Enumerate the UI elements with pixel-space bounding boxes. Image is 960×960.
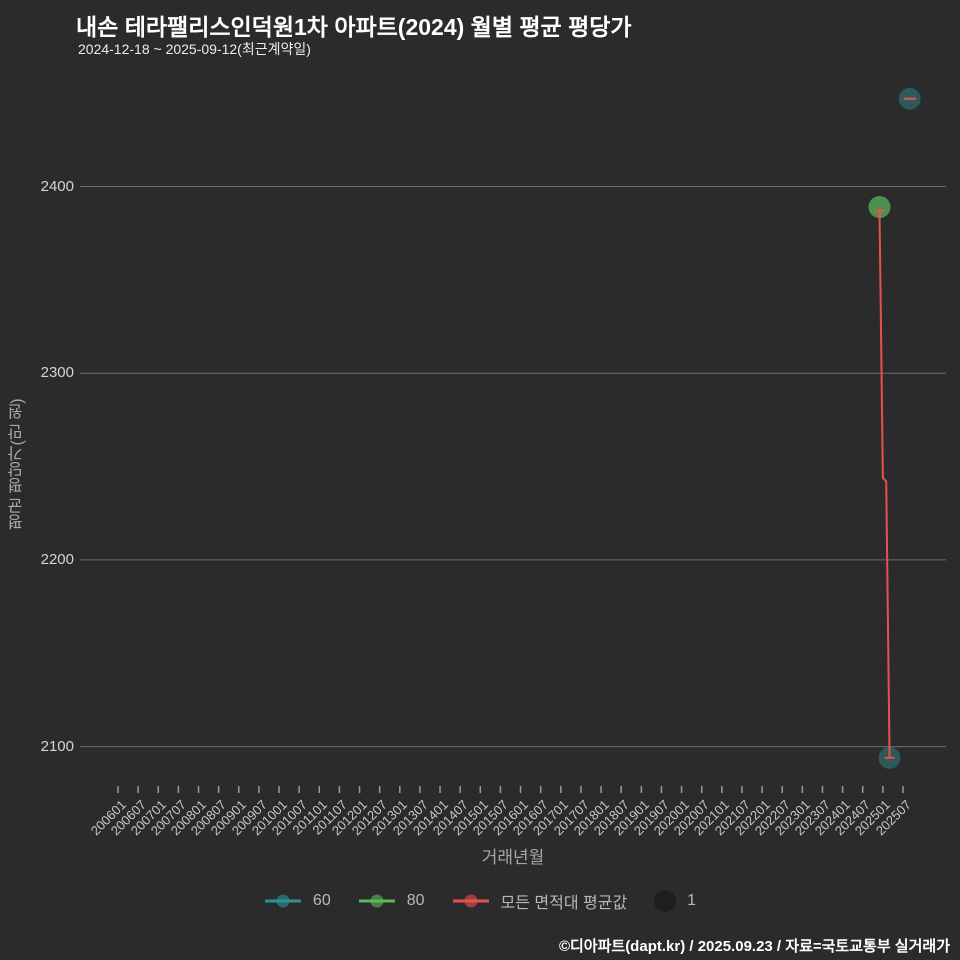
legend-label-average: 모든 면적대 평균값 bbox=[500, 895, 628, 912]
avg-line bbox=[878, 210, 891, 758]
y-tick-label: 2100 bbox=[40, 737, 74, 755]
legend: 60 80 모든 면적대 평균값 1 bbox=[0, 889, 960, 913]
legend-size-dot-icon bbox=[654, 890, 677, 912]
legend-marker-average-icon bbox=[452, 894, 489, 908]
chart-subtitle: 2024-12-18 ~ 2025-09-12(최근계약일) bbox=[78, 41, 311, 57]
y-tick-label: 2300 bbox=[40, 364, 74, 382]
legend-item-60: 60 bbox=[264, 892, 331, 910]
legend-item-count: 1 bbox=[654, 890, 696, 912]
chart-title: 내손 테라팰리스인덕원1차 아파트(2024) 월별 평균 평당가 bbox=[76, 14, 632, 40]
credit-line: ©디아파트(dapt.kr) / 2025.09.23 / 자료=국토교통부 실… bbox=[558, 938, 950, 955]
legend-label-count: 1 bbox=[687, 892, 697, 909]
legend-item-80: 80 bbox=[358, 892, 425, 910]
y-tick-label: 2400 bbox=[40, 177, 74, 195]
y-tick-label: 2200 bbox=[40, 550, 74, 568]
y-axis-title: 평균 평당가(만 원) bbox=[9, 398, 26, 530]
x-axis-title: 거래년월 bbox=[481, 848, 545, 867]
legend-marker-80-icon bbox=[358, 894, 395, 908]
scatter-point-80 bbox=[868, 196, 891, 219]
legend-item-average: 모든 면적대 평균값 bbox=[452, 889, 628, 913]
legend-marker-60-icon bbox=[264, 894, 301, 908]
legend-label-80: 80 bbox=[406, 892, 425, 909]
legend-label-60: 60 bbox=[312, 892, 331, 909]
